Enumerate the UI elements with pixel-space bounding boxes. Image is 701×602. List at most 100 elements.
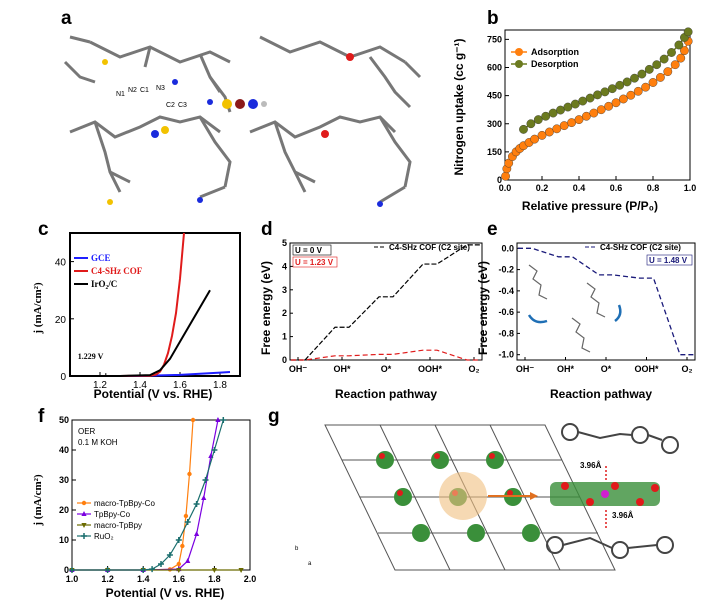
chart-f-point xyxy=(81,511,87,516)
chart-b-point xyxy=(519,124,528,134)
chart-f-point xyxy=(149,566,156,573)
chart-b-ytick-label: 300 xyxy=(487,119,502,129)
axis-label-a: a xyxy=(308,561,312,567)
chart-b-point xyxy=(501,171,510,181)
chart-c-ytick-label: 20 xyxy=(55,315,67,326)
chart-e-curved-arrow xyxy=(527,314,548,324)
chart-b-ytick-label: 450 xyxy=(487,91,502,101)
chart-b-point xyxy=(618,94,628,104)
chart-b-point xyxy=(607,84,617,94)
zoomed-cluster xyxy=(550,482,660,506)
chart-f-point xyxy=(184,519,191,525)
chart-f-point xyxy=(175,537,182,543)
chart-d-ytick-label: 3 xyxy=(282,285,287,295)
chart-f-point xyxy=(215,417,221,422)
chart-f-point xyxy=(176,568,182,573)
molecular-structure-illustration: N1 N2 C1 N3 C2 C3 xyxy=(63,35,422,207)
chart-e-xlabel: Reaction pathway xyxy=(550,387,652,401)
chart-b-point xyxy=(622,77,632,87)
chart-d-plot: OH⁻ OH* O* OOH* O₂ 0 1 2 3 4 5 C4-SHz COF (C2 site)… xyxy=(282,238,483,374)
chart-b-legend-label: Desorption xyxy=(531,59,579,69)
chart-f-ylabel: j (mA/cm²) xyxy=(32,474,44,527)
chart-d-ytick-label: 0 xyxy=(282,355,287,365)
chart-b-point xyxy=(611,98,621,108)
chart-e-plot: OH⁻ OH* O* OOH* O₂ 0.0 -0.2 -0.4 -0.6 -0.8 -1.0 C4-… xyxy=(498,242,696,374)
chart-b-frame xyxy=(504,29,691,181)
chart-c-ytick-label: 40 xyxy=(55,258,67,269)
chart-f-xtick-label: 1.6 xyxy=(173,574,186,584)
chart-b-point xyxy=(530,134,540,144)
chart-f-xtick-label: 1.4 xyxy=(137,574,150,584)
chart-c-xtick-label: 1.4 xyxy=(133,380,147,391)
chart-f-ytick-label: 10 xyxy=(59,535,69,545)
chart-d-xtick-label: OOH* xyxy=(418,364,443,374)
atom-label-c3: C3 xyxy=(178,102,187,109)
chart-f-point xyxy=(211,447,218,453)
chart-b-xtick-label: 0.2 xyxy=(536,183,549,193)
chart-b-point xyxy=(676,53,686,63)
chart-f-point xyxy=(81,500,87,506)
chart-b-xtick-label: 0.4 xyxy=(573,183,586,193)
chart-f-point xyxy=(185,558,191,563)
chart-c: 1.2 1.4 1.6 1.8 0 20 40 1.229 V GCE C4-SHz COF IrO… xyxy=(32,232,241,401)
chart-e-xtick-label: OH⁻ xyxy=(516,364,535,374)
chart-c-xtick-label: 1.2 xyxy=(93,380,107,391)
chart-c-ytick-label: 0 xyxy=(60,372,66,383)
chart-f: 1.0 1.2 1.4 1.6 1.8 2.0 0 10 20 30 40 50 OER 0.1 M KO… xyxy=(32,415,256,600)
panel-letter-d: d xyxy=(261,219,273,240)
chart-b-legend-marker xyxy=(515,48,523,56)
chart-f-point xyxy=(183,513,189,519)
chart-f-point xyxy=(187,471,192,477)
chart-b-xlabel: Relative pressure (P/P₀) xyxy=(522,199,658,213)
chart-b-point xyxy=(526,119,536,129)
chart-b-point xyxy=(667,48,676,57)
chart-d-series-line xyxy=(291,244,481,361)
chart-b-point xyxy=(541,111,551,121)
chart-f-plot: 1.0 1.2 1.4 1.6 1.8 2.0 0 10 20 30 40 50 OER 0.1 M KO… xyxy=(59,415,256,584)
chart-b-point xyxy=(615,80,625,90)
chart-e-ytick-label: -0.2 xyxy=(498,265,514,275)
chart-d-ytick-label: 4 xyxy=(282,261,287,271)
chart-e-ytick-label: -1.0 xyxy=(498,350,514,360)
chart-f-xlabel: Potential (V vs. RHE) xyxy=(106,586,225,600)
chart-b-xtick-label: 0.0 xyxy=(499,183,512,193)
chart-f-point xyxy=(81,523,87,528)
chart-e-molecule-sketch xyxy=(528,264,548,300)
panel-letter-e: e xyxy=(487,219,498,240)
atom-label-n2: N2 xyxy=(128,87,137,94)
atom-labels: N1 N2 C1 N3 C2 C3 xyxy=(116,85,187,109)
chart-b: 0.0 0.2 0.4 0.6 0.8 1.0 0 150 300 450 600 750 Adsorp… xyxy=(452,27,696,213)
chart-e-u148-box xyxy=(646,254,693,266)
chart-f-point xyxy=(69,567,75,573)
chart-b-point xyxy=(659,54,669,64)
chart-c-series-line xyxy=(70,289,211,377)
chart-e-molecule-sketch xyxy=(571,317,591,353)
chart-e-ytick-label: -0.6 xyxy=(498,307,514,317)
cof-structure-right-top xyxy=(259,35,422,109)
chart-f-point xyxy=(220,417,227,423)
chart-b-point xyxy=(559,121,569,131)
chart-f-point xyxy=(166,552,173,558)
chart-f-point xyxy=(238,568,244,573)
zoom-arrow-head xyxy=(530,492,538,500)
chart-b-point xyxy=(578,96,588,106)
chart-d-ytick-label: 2 xyxy=(282,308,287,318)
atom-label-c2: C2 xyxy=(166,102,175,109)
atom-label-n1: N1 xyxy=(116,91,125,98)
chart-f-ytick-label: 40 xyxy=(59,445,69,455)
chart-b-ytick-label: 150 xyxy=(487,147,502,157)
chart-e-ytick-label: -0.4 xyxy=(498,286,514,296)
chart-f-legend-label: RuO₂ xyxy=(94,532,114,541)
chart-c-xtick-label: 1.6 xyxy=(173,380,187,391)
cof-structure-left-bottom xyxy=(69,115,232,199)
chart-d-u123-label: U = 1.23 V xyxy=(295,258,334,267)
atom-label-c1: C1 xyxy=(140,87,149,94)
chart-b-point xyxy=(626,90,636,100)
chart-b-point xyxy=(600,87,610,97)
chart-f-point xyxy=(211,568,217,573)
chart-f-point xyxy=(190,417,196,423)
chart-f-xtick-label: 2.0 xyxy=(244,574,257,584)
axis-label-b: b xyxy=(295,546,299,552)
chart-d-xtick-label: OH* xyxy=(333,364,351,374)
chart-b-point xyxy=(585,93,595,103)
